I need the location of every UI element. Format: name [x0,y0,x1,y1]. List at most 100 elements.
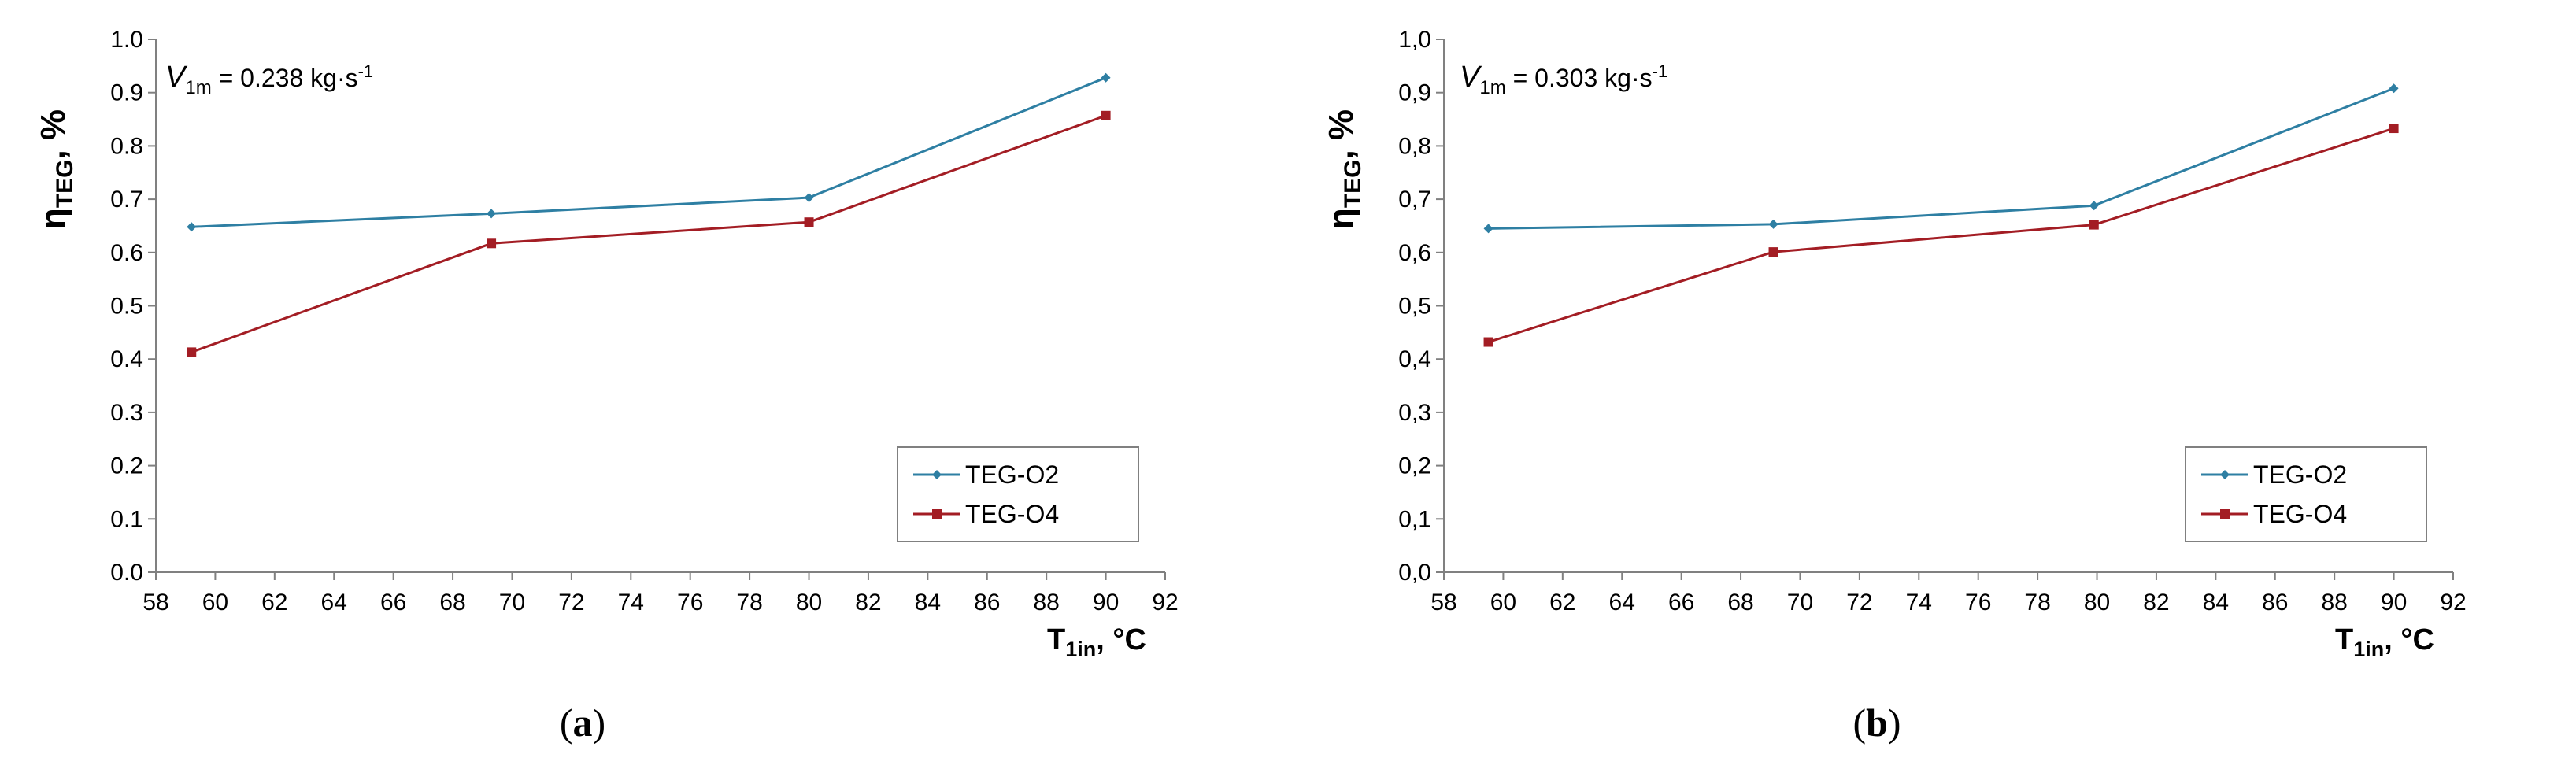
x-tick-label: 58 [142,590,168,616]
x-axis-title: T1in, °C [2335,623,2434,661]
data-point-teg-o2 [1483,224,1493,234]
x-tick-label: 88 [1033,590,1059,616]
flow-rate-annotation: V1m = 0.303 kg·s-1 [1460,61,1667,98]
series-line-teg-o2 [1488,87,2395,230]
data-point-teg-o4 [2389,124,2399,134]
y-axis-title: ηTEG, % [1322,109,1366,229]
x-tick-label: 80 [2084,590,2110,616]
legend-marker [2220,509,2230,519]
annotation-subscript: 1m [1479,77,1505,98]
y-tick-label: 1,0 [1398,27,1431,53]
x-axis-title: T1in, °C [1047,623,1146,661]
data-point-teg-o4 [187,347,197,357]
x-tick-label: 60 [1490,590,1516,616]
x-tick-label: 90 [1093,590,1119,616]
y-axis-symbol: η [1322,208,1360,229]
caption-letter: a [573,701,593,745]
legend-box [2185,446,2427,542]
series-line-teg-o4 [191,114,1107,353]
data-point-teg-o4 [804,217,814,227]
data-point-teg-o4 [487,238,497,249]
y-axis-subscript: TEG [1340,160,1366,209]
legend-marker [2220,470,2230,479]
y-tick-label: 0.6 [110,240,143,266]
legend: TEG-O2 TEG-O4 [2185,446,2427,542]
legend-label: TEG-O2 [965,460,1059,489]
x-tick-label: 78 [736,590,762,616]
y-tick-label: 0,0 [1398,560,1431,586]
x-axis-subscript: 1in [2353,638,2384,661]
caption-paren-open: ( [1852,701,1866,745]
x-axis-symbol: T [2335,623,2353,656]
data-point-teg-o2 [487,209,497,219]
chart-b: 0,0 0,1 0,2 0,3 0,4 0,5 0,6 0,7 0,8 0,9 1,0 58 60 62 6… [1322,27,2467,745]
y-tick-label: 0.4 [110,346,143,372]
x-tick-label: 88 [2321,590,2347,616]
data-point-teg-o4 [1768,247,1778,257]
x-tick-label: 90 [2381,590,2407,616]
y-tick-label: 0.7 [110,187,143,213]
annotation-symbol: V [165,61,188,94]
x-tick-label: 80 [796,590,822,616]
legend-marker [932,509,942,519]
y-tick-label: 0.9 [110,80,143,106]
x-axis-symbol: T [1047,623,1065,656]
x-tick-label: 84 [915,590,941,616]
y-axis-title: ηTEG, % [34,109,78,229]
y-tick-label: 0.8 [110,133,143,159]
chart-a: 0.0 0.1 0.2 0.3 0.4 0.5 0.6 0.7 0.8 0.9 1.0 58 60 62 6… [34,27,1179,745]
x-tick-label: 74 [618,590,644,616]
panel-caption: (a) [560,701,605,745]
legend-label: TEG-O4 [2253,500,2347,528]
x-tick-label: 62 [1549,590,1575,616]
y-tick-label: 0,6 [1398,240,1431,266]
x-tick-label: 66 [380,590,406,616]
x-tick-label: 60 [202,590,228,616]
legend-marker [932,470,942,479]
annotation-superscript: -1 [1653,61,1668,81]
y-tick-label: 0.2 [110,453,143,479]
y-tick-label: 0,8 [1398,133,1431,159]
x-tick-label: 68 [439,590,465,616]
panel-caption: (b) [1852,701,1901,745]
x-tick-label: 92 [1152,590,1178,616]
legend-label: TEG-O2 [2253,460,2347,489]
x-tick-label: 70 [499,590,525,616]
data-point-teg-o4 [1483,337,1493,347]
x-tick-label: 84 [2203,590,2229,616]
y-axis-unit: , % [1322,109,1360,160]
x-tick-label: 74 [1906,590,1932,616]
x-tick-label: 70 [1787,590,1813,616]
data-point-teg-o2 [187,222,197,232]
x-tick-label: 62 [261,590,287,616]
data-point-teg-o2 [1768,219,1778,229]
y-tick-label: 1.0 [110,27,143,53]
y-tick-label: 0,2 [1398,453,1431,479]
x-axis-unit: , °C [1096,623,1146,656]
data-point-teg-o2 [2389,83,2399,94]
annotation-value: = 0.238 kg·s [212,64,358,92]
data-point-teg-o4 [1101,110,1111,120]
x-tick-label: 66 [1668,590,1694,616]
data-point-teg-o2 [1101,72,1111,83]
legend-label: TEG-O4 [965,500,1059,528]
legend-box [897,446,1139,542]
caption-paren-close: ) [593,701,606,745]
caption-paren-open: ( [560,701,573,745]
x-tick-label: 86 [2262,590,2288,616]
data-point-teg-o2 [804,193,814,203]
y-tick-label: 0,1 [1398,506,1431,532]
annotation-value: = 0.303 kg·s [1506,64,1653,92]
annotation-symbol: V [1460,61,1482,94]
y-axis-unit: , % [34,109,72,160]
x-tick-label: 78 [2024,590,2050,616]
legend: TEG-O2 TEG-O4 [897,446,1139,542]
x-tick-label: 68 [1727,590,1753,616]
x-tick-label: 64 [1609,590,1635,616]
x-tick-label: 72 [558,590,584,616]
caption-letter: b [1866,701,1888,745]
x-tick-label: 72 [1846,590,1872,616]
data-point-teg-o4 [2089,220,2099,230]
y-axis-symbol: η [34,208,72,229]
